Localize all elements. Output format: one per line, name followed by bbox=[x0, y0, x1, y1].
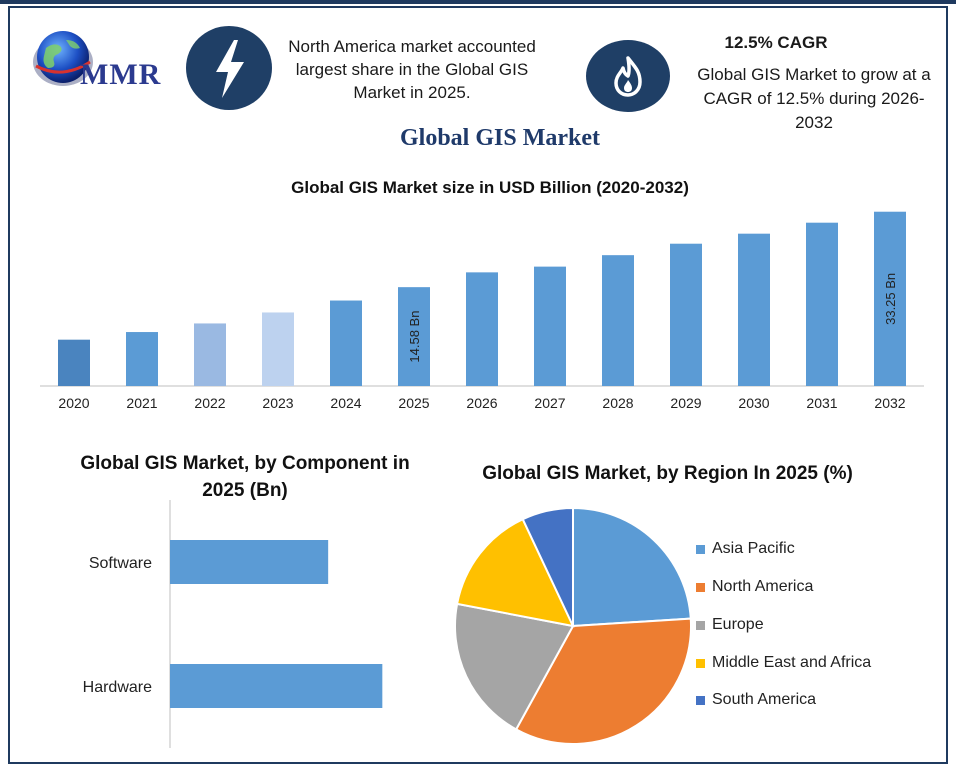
legend-item-europe: Europe bbox=[696, 616, 764, 634]
region-pie-chart bbox=[454, 506, 692, 745]
x-tick-2027: 2027 bbox=[534, 395, 565, 411]
x-tick-2028: 2028 bbox=[602, 395, 633, 411]
bar-2030 bbox=[738, 233, 770, 386]
logo-text: MMR bbox=[80, 58, 162, 91]
component-chart-title: Global GIS Market, by Component in 2025 … bbox=[80, 453, 410, 501]
bar-chart: 2020 2021 2022 2023 2024 2025 14.58 Bn 2026 2027… bbox=[40, 211, 924, 411]
lightning-icon bbox=[216, 40, 244, 98]
bar-2032 bbox=[874, 211, 906, 386]
info-left-text: North America market accounted largest s… bbox=[262, 35, 562, 104]
info-right-text: Global GIS Market to grow at a CAGR of 1… bbox=[676, 63, 952, 135]
legend-item-north-america: North America bbox=[696, 578, 813, 596]
bar-2028 bbox=[602, 255, 634, 386]
legend-swatch bbox=[696, 582, 705, 592]
pie-slice-south-america bbox=[521, 506, 574, 627]
y-tick-software: Software bbox=[89, 555, 152, 572]
bar-2027 bbox=[534, 266, 566, 386]
x-tick-2023: 2023 bbox=[262, 395, 293, 411]
info-left-line-2: largest share in the Global GIS bbox=[295, 60, 529, 79]
x-tick-2024: 2024 bbox=[330, 395, 361, 411]
main-title: Global GIS Market bbox=[399, 125, 600, 151]
lightning-badge bbox=[186, 26, 272, 110]
x-tick-2020: 2020 bbox=[58, 395, 89, 411]
region-chart-title: Global GIS Market, by Region In 2025 (%) bbox=[482, 463, 853, 484]
x-tick-2030: 2030 bbox=[738, 395, 769, 411]
info-right-line-1: Global GIS Market to grow at a bbox=[697, 65, 931, 84]
data-label-2032: 33.25 Bn bbox=[883, 273, 898, 325]
bar-2025 bbox=[398, 287, 430, 386]
legend-swatch bbox=[696, 544, 705, 554]
bar-2021 bbox=[126, 332, 158, 386]
legend-item-asia-pacific: Asia Pacific bbox=[696, 540, 795, 558]
data-label-2025: 14.58 Bn bbox=[407, 311, 422, 363]
info-right-line-3: 2032 bbox=[795, 113, 833, 132]
flame-icon bbox=[614, 56, 642, 97]
top-border-line bbox=[0, 0, 956, 4]
y-tick-hardware: Hardware bbox=[83, 679, 152, 696]
bar-2020 bbox=[58, 339, 90, 386]
legend-label: Asia Pacific bbox=[712, 540, 795, 557]
x-tick-2021: 2021 bbox=[126, 395, 157, 411]
legend-label: Middle East and Africa bbox=[712, 654, 872, 671]
x-tick-2026: 2026 bbox=[466, 395, 497, 411]
component-bar-chart: Software Hardware bbox=[83, 500, 383, 748]
bar-2029 bbox=[670, 243, 702, 386]
info-left-line-3: Market in 2025. bbox=[353, 83, 471, 102]
x-tick-2031: 2031 bbox=[806, 395, 837, 411]
legend-label: South America bbox=[712, 691, 817, 708]
info-right-line-2: CAGR of 12.5% during 2026- bbox=[703, 89, 925, 108]
pie-slice-middle-east-and-africa bbox=[455, 517, 575, 628]
legend-label: North America bbox=[712, 578, 814, 595]
legend-item-middle-east-and-africa: Middle East and Africa bbox=[696, 654, 871, 672]
pie-slice-asia-pacific bbox=[572, 506, 692, 628]
legend-swatch bbox=[696, 620, 705, 630]
globe-logo-icon bbox=[33, 31, 93, 86]
cagr-title: 12.5% CAGR bbox=[724, 33, 828, 52]
hbar-hardware bbox=[170, 664, 383, 708]
x-tick-2022: 2022 bbox=[194, 395, 225, 411]
legend-swatch bbox=[696, 658, 705, 668]
info-left-line-1: North America market accounted bbox=[288, 37, 536, 56]
legend-swatch bbox=[696, 695, 705, 705]
bar-2023 bbox=[262, 312, 294, 386]
hbar-software bbox=[170, 540, 329, 584]
bar-chart-title: Global GIS Market size in USD Billion (2… bbox=[291, 178, 689, 197]
x-tick-2032: 2032 bbox=[874, 395, 905, 411]
bar-2026 bbox=[466, 272, 498, 386]
x-tick-2025: 2025 bbox=[398, 395, 429, 411]
pie-slice-europe bbox=[454, 602, 575, 731]
bar-2024 bbox=[330, 300, 362, 386]
bar-2022 bbox=[194, 323, 226, 386]
x-tick-2029: 2029 bbox=[670, 395, 701, 411]
bar-2031 bbox=[806, 222, 838, 386]
legend-label: Europe bbox=[712, 616, 764, 633]
flame-badge bbox=[586, 40, 670, 112]
legend-item-south-america: South America bbox=[696, 691, 816, 709]
